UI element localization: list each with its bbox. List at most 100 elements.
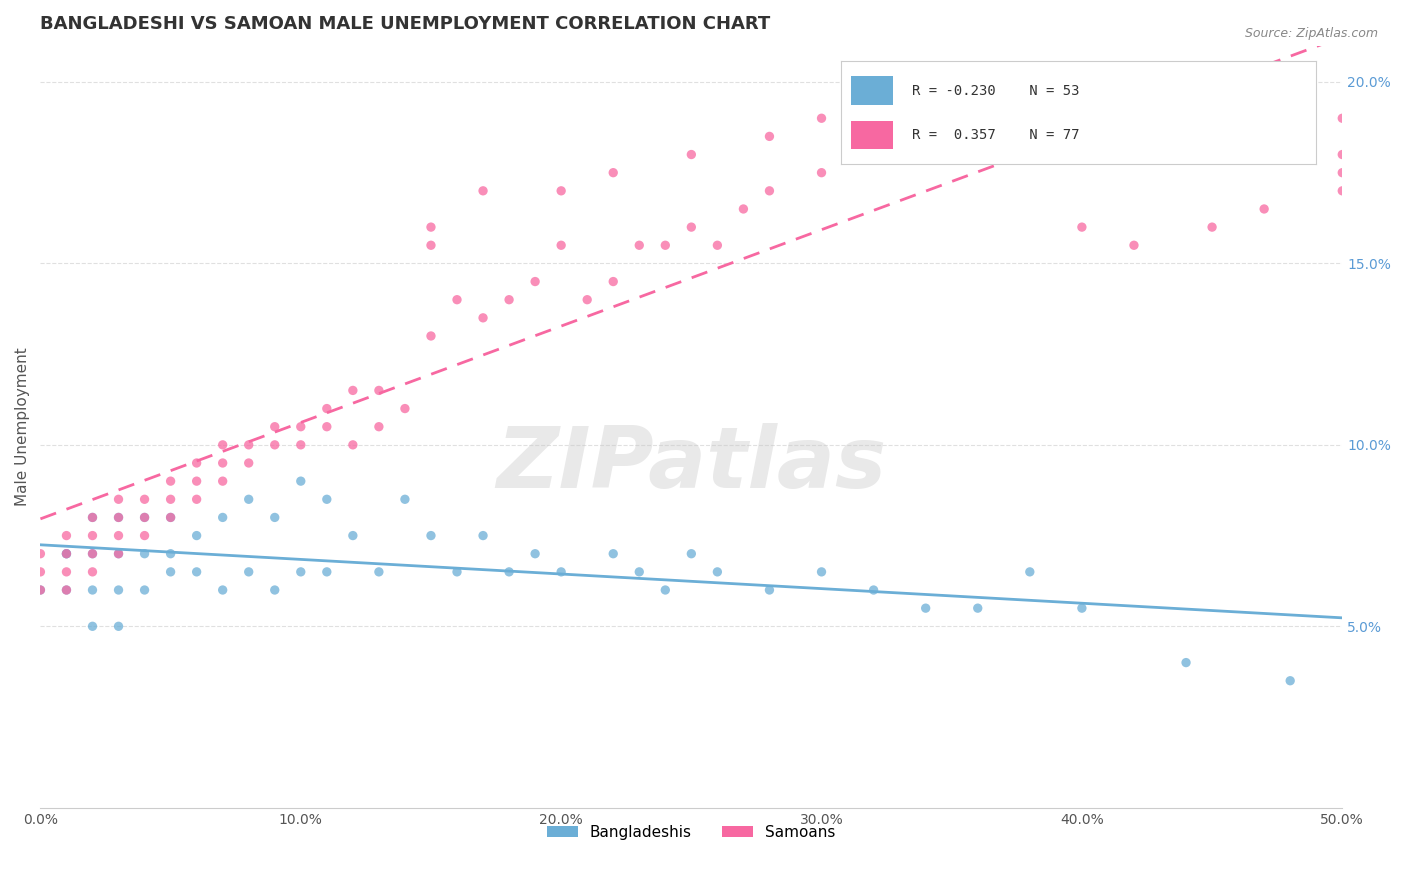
Point [134, 510, 156, 524]
Text: ZIPatlas: ZIPatlas [496, 424, 886, 507]
Point [394, 492, 416, 507]
Point [30, 565, 52, 579]
Point [706, 238, 728, 252]
Point [550, 565, 572, 579]
Point [1018, 565, 1040, 579]
Point [315, 565, 337, 579]
Point [1279, 673, 1302, 688]
Point [159, 547, 181, 561]
Point [862, 582, 884, 597]
Point [1331, 112, 1354, 126]
Point [107, 619, 129, 633]
Point [681, 547, 703, 561]
Point [550, 184, 572, 198]
Point [107, 547, 129, 561]
Point [159, 565, 181, 579]
Point [55, 582, 77, 597]
Point [914, 129, 936, 144]
Point [82, 565, 104, 579]
Point [55, 547, 77, 561]
Point [263, 419, 285, 434]
Point [472, 310, 495, 325]
Point [315, 492, 337, 507]
Point [810, 112, 832, 126]
Point [134, 547, 156, 561]
Point [186, 474, 208, 488]
Point [211, 582, 233, 597]
Point [733, 202, 755, 216]
Point [82, 510, 104, 524]
Point [290, 419, 312, 434]
Point [1070, 220, 1092, 235]
Point [889, 93, 911, 107]
Point [159, 510, 181, 524]
Point [211, 438, 233, 452]
Point [263, 510, 285, 524]
Point [55, 528, 77, 542]
Point [810, 565, 832, 579]
Point [524, 275, 547, 289]
Point [1331, 166, 1354, 180]
Point [628, 238, 651, 252]
Point [446, 293, 468, 307]
Point [1070, 601, 1092, 615]
Point [107, 547, 129, 561]
Point [420, 220, 443, 235]
Point [862, 147, 884, 161]
Point [30, 547, 52, 561]
Point [342, 384, 364, 398]
Point [628, 565, 651, 579]
Point [1331, 147, 1354, 161]
Point [30, 582, 52, 597]
Point [706, 565, 728, 579]
Point [107, 510, 129, 524]
Point [82, 528, 104, 542]
Point [82, 619, 104, 633]
Point [290, 565, 312, 579]
Point [1201, 220, 1223, 235]
Point [1175, 656, 1198, 670]
Text: BANGLADESHI VS SAMOAN MALE UNEMPLOYMENT CORRELATION CHART: BANGLADESHI VS SAMOAN MALE UNEMPLOYMENT … [41, 15, 770, 33]
Point [681, 220, 703, 235]
Point [681, 147, 703, 161]
Point [524, 547, 547, 561]
Point [966, 601, 988, 615]
Point [290, 438, 312, 452]
Point [186, 565, 208, 579]
Point [55, 565, 77, 579]
Point [82, 547, 104, 561]
Text: Source: ZipAtlas.com: Source: ZipAtlas.com [1244, 27, 1378, 40]
Point [602, 275, 624, 289]
Point [1018, 93, 1040, 107]
Point [186, 492, 208, 507]
Point [238, 456, 260, 470]
Point [810, 166, 832, 180]
Point [263, 582, 285, 597]
Point [211, 474, 233, 488]
Point [134, 528, 156, 542]
Point [758, 582, 780, 597]
Point [55, 582, 77, 597]
Point [186, 528, 208, 542]
Point [55, 547, 77, 561]
Point [159, 474, 181, 488]
Point [1123, 238, 1146, 252]
Point [82, 510, 104, 524]
Point [290, 474, 312, 488]
Point [367, 419, 389, 434]
Point [107, 492, 129, 507]
Point [211, 510, 233, 524]
Point [134, 582, 156, 597]
Point [654, 238, 676, 252]
Point [159, 492, 181, 507]
Point [914, 601, 936, 615]
Point [758, 129, 780, 144]
Point [966, 93, 988, 107]
Point [758, 184, 780, 198]
Point [315, 401, 337, 416]
Point [420, 329, 443, 343]
Point [446, 565, 468, 579]
Point [342, 528, 364, 542]
Point [342, 438, 364, 452]
Point [498, 565, 520, 579]
